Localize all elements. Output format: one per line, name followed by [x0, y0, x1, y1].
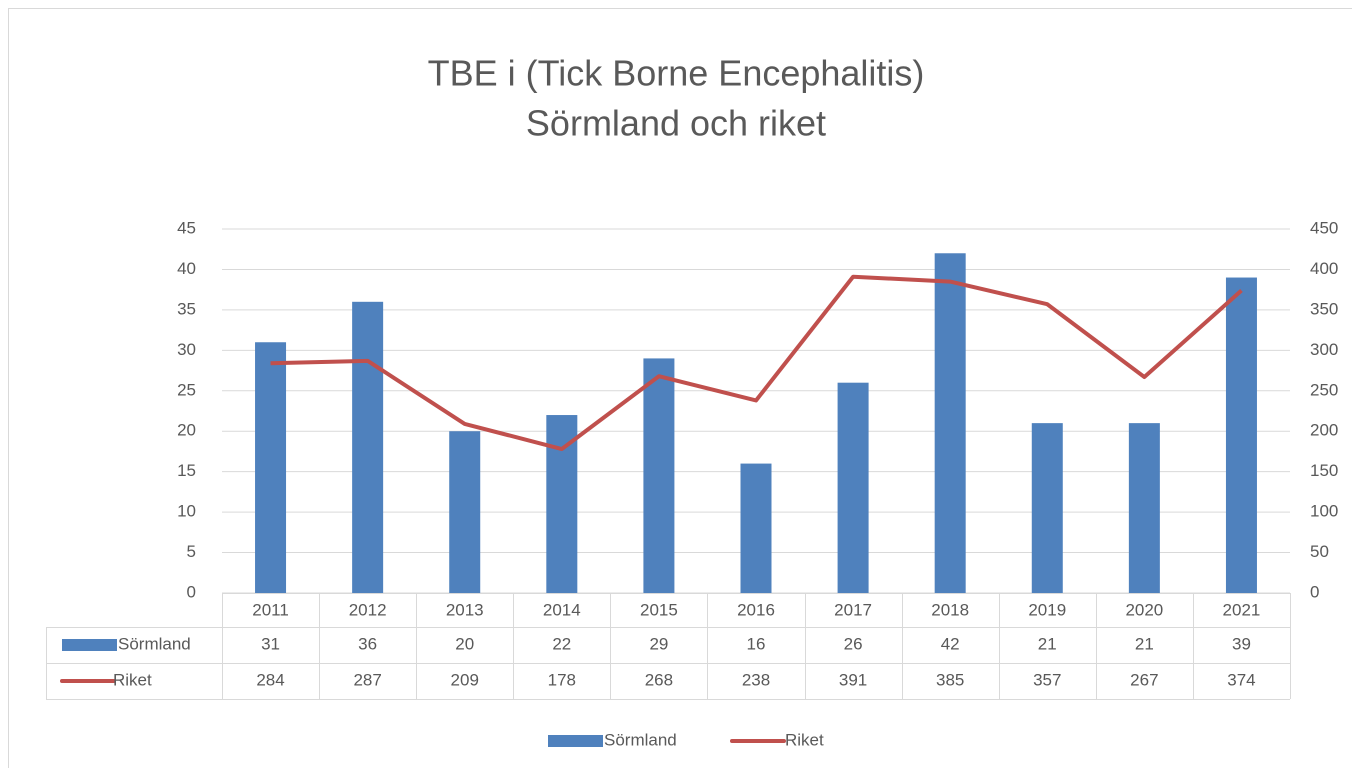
- table-cell: 36: [358, 634, 377, 653]
- x-tick-label: 2012: [349, 600, 387, 619]
- y-tick-label: 35: [177, 299, 196, 318]
- y-tick-label: 45: [177, 218, 196, 237]
- y-tick-label: 10: [177, 502, 196, 521]
- x-tick-label: 2015: [640, 600, 678, 619]
- legend-key: [62, 639, 117, 651]
- table-cell: 42: [941, 634, 960, 653]
- y2-tick-label: 350: [1310, 299, 1338, 318]
- y-tick-label: 40: [177, 259, 196, 278]
- table-cell: 209: [451, 670, 479, 689]
- bar: [643, 358, 674, 593]
- x-tick-label: 2013: [446, 600, 484, 619]
- y-tick-label: 20: [177, 421, 196, 440]
- bar: [741, 464, 772, 593]
- table-cell: 20: [455, 634, 474, 653]
- y-tick-label: 5: [187, 542, 196, 561]
- table-cell: 21: [1038, 634, 1057, 653]
- y2-tick-label: 200: [1310, 421, 1338, 440]
- table-cell: 238: [742, 670, 770, 689]
- table-cell: 284: [256, 670, 284, 689]
- legend-label: Riket: [785, 730, 824, 749]
- x-tick-label: 2016: [737, 600, 775, 619]
- table-cell: 22: [552, 634, 571, 653]
- table-cell: 267: [1130, 670, 1158, 689]
- bar: [1226, 278, 1257, 593]
- table-cell: 357: [1033, 670, 1061, 689]
- table-cell: 178: [548, 670, 576, 689]
- bar: [1129, 423, 1160, 593]
- y-tick-label: 15: [177, 461, 196, 480]
- table-cell: 26: [844, 634, 863, 653]
- table-cell: 268: [645, 670, 673, 689]
- y-tick-label: 0: [187, 582, 196, 601]
- y2-tick-label: 450: [1310, 218, 1338, 237]
- bar: [935, 253, 966, 593]
- bar: [838, 383, 869, 593]
- bar: [352, 302, 383, 593]
- table-cell: 385: [936, 670, 964, 689]
- legend-label: Sörmland: [604, 730, 677, 749]
- y2-tick-label: 100: [1310, 502, 1338, 521]
- x-tick-label: 2014: [543, 600, 581, 619]
- table-cell: 29: [649, 634, 668, 653]
- x-tick-label: 2017: [834, 600, 872, 619]
- table-row-label: Riket: [113, 670, 152, 689]
- chart-subtitle: Sörmland och riket: [526, 103, 826, 144]
- y2-tick-label: 400: [1310, 259, 1338, 278]
- y-tick-label: 25: [177, 380, 196, 399]
- table-cell: 287: [353, 670, 381, 689]
- bar: [449, 431, 480, 593]
- x-tick-label: 2020: [1125, 600, 1163, 619]
- table-cell: 31: [261, 634, 280, 653]
- x-tick-label: 2021: [1223, 600, 1261, 619]
- legend-key: [548, 735, 603, 747]
- y2-tick-label: 300: [1310, 340, 1338, 359]
- table-cell: 374: [1227, 670, 1255, 689]
- y2-tick-label: 250: [1310, 380, 1338, 399]
- table-row-label: Sörmland: [118, 634, 191, 653]
- y2-tick-label: 0: [1310, 582, 1319, 601]
- table-cell: 39: [1232, 634, 1251, 653]
- x-tick-label: 2019: [1028, 600, 1066, 619]
- y2-tick-label: 50: [1310, 542, 1329, 561]
- x-tick-label: 2018: [931, 600, 969, 619]
- bar: [1032, 423, 1063, 593]
- bar: [255, 342, 286, 593]
- y2-tick-label: 150: [1310, 461, 1338, 480]
- table-cell: 16: [747, 634, 766, 653]
- table-cell: 391: [839, 670, 867, 689]
- chart-title: TBE i (Tick Borne Encephalitis): [428, 53, 925, 94]
- table-cell: 21: [1135, 634, 1154, 653]
- y-tick-label: 30: [177, 340, 196, 359]
- x-tick-label: 2011: [252, 600, 289, 619]
